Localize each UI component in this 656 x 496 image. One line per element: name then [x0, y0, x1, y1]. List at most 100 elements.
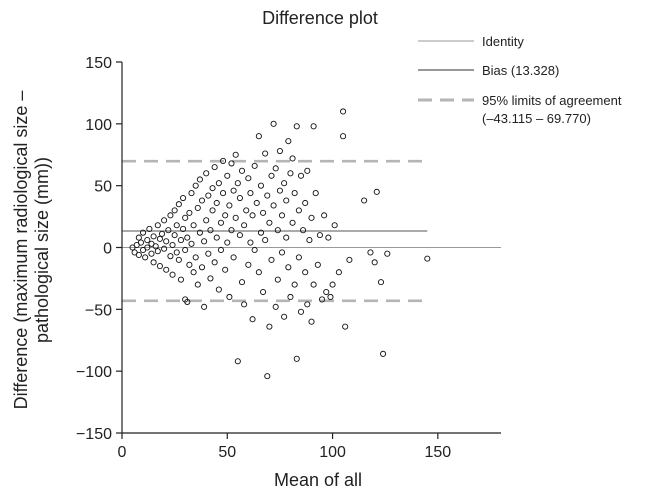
data-point	[198, 264, 206, 271]
data-point	[371, 259, 378, 266]
data-point	[287, 170, 294, 177]
data-point	[161, 217, 168, 224]
data-point	[380, 350, 387, 357]
data-point	[255, 269, 262, 276]
data-point	[304, 167, 311, 174]
data-point	[146, 225, 153, 232]
data-point	[245, 175, 252, 182]
y-tick-label: 100	[85, 117, 112, 134]
data-point	[171, 232, 178, 239]
data-point	[268, 172, 275, 179]
legend-label-bias: Bias (13.328)	[482, 63, 559, 78]
data-point	[203, 170, 210, 177]
data-point	[186, 209, 193, 216]
data-point	[384, 250, 391, 257]
data-point	[300, 227, 307, 234]
data-point	[137, 239, 144, 246]
data-point	[260, 288, 267, 296]
legend: Identity Bias (13.328) 95% limits of agr…	[418, 34, 622, 126]
data-point	[213, 234, 220, 241]
data-point	[213, 199, 220, 207]
data-point	[148, 250, 155, 257]
data-point	[340, 133, 347, 140]
data-point	[253, 199, 260, 207]
data-point	[260, 209, 267, 216]
data-point	[236, 232, 243, 239]
data-point	[270, 202, 277, 209]
data-point	[268, 256, 275, 263]
data-point	[276, 187, 283, 194]
y-tick-label: −100	[76, 364, 112, 381]
data-point	[285, 138, 292, 145]
data-point	[361, 197, 368, 204]
data-point	[304, 301, 311, 308]
data-point	[308, 318, 315, 325]
data-point	[340, 108, 347, 115]
y-axis-title-line-1: Difference (maximum radiological size –	[11, 91, 31, 410]
data-point	[310, 281, 317, 288]
data-point	[205, 250, 212, 257]
data-point	[274, 227, 281, 234]
data-point	[150, 259, 157, 266]
data-point	[211, 259, 218, 266]
data-point	[318, 296, 326, 303]
data-point	[367, 249, 374, 256]
data-point	[346, 256, 353, 263]
x-axis-ticks: 0 50 100 150	[118, 433, 451, 461]
data-point	[321, 212, 328, 219]
data-point	[238, 279, 246, 286]
data-point	[291, 281, 298, 288]
data-point	[188, 190, 195, 197]
data-point	[220, 157, 227, 164]
data-point	[171, 207, 178, 214]
data-point	[194, 204, 201, 211]
legend-label-limits: 95% limits of agreement	[482, 93, 622, 108]
data-point	[232, 214, 239, 221]
data-point	[266, 323, 273, 330]
data-point	[377, 279, 385, 286]
data-point	[266, 219, 273, 226]
data-point	[211, 164, 218, 171]
data-point	[310, 123, 317, 130]
data-point	[198, 197, 206, 204]
data-point	[342, 323, 349, 330]
x-tick-label: 0	[118, 444, 127, 461]
data-point	[173, 249, 180, 256]
data-point	[184, 298, 191, 305]
data-point	[289, 155, 296, 162]
data-point	[293, 123, 300, 130]
data-point	[251, 162, 258, 169]
data-point	[241, 222, 248, 229]
y-tick-label: −50	[85, 302, 112, 319]
data-point	[264, 192, 271, 199]
data-point	[226, 202, 233, 209]
data-point	[201, 238, 208, 245]
data-point	[251, 246, 258, 254]
data-point	[177, 276, 185, 283]
data-point	[222, 212, 229, 219]
data-point	[226, 293, 233, 301]
data-point	[238, 167, 246, 174]
data-point	[190, 269, 197, 276]
data-point	[163, 238, 170, 245]
reference-lines	[122, 159, 501, 303]
data-point	[217, 219, 225, 226]
data-point	[167, 212, 174, 219]
data-point	[144, 244, 151, 251]
data-point	[192, 182, 199, 189]
y-tick-label: 0	[103, 241, 112, 258]
data-point	[203, 217, 210, 224]
data-point	[220, 190, 227, 197]
data-points	[129, 108, 431, 380]
x-tick-label: 100	[319, 444, 346, 461]
data-point	[180, 194, 187, 202]
data-point	[234, 180, 241, 187]
data-point	[161, 245, 168, 252]
data-point	[281, 313, 288, 320]
data-point	[297, 308, 305, 315]
data-point	[156, 235, 163, 242]
data-point	[272, 303, 279, 310]
data-point	[245, 261, 252, 268]
data-point	[293, 355, 300, 362]
